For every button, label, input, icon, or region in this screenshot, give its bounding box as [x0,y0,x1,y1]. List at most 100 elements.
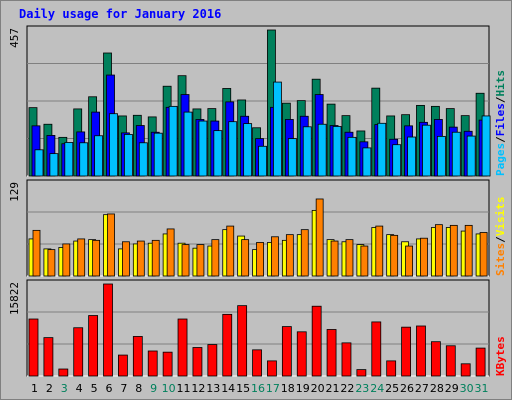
legend-separator: / [494,236,507,243]
visits-sites-sites-bar [181,244,190,277]
visits-sites-sites-bar [256,242,264,277]
hits-files-pages-pages-bar [481,115,491,177]
kbytes-kbytes-bar [356,369,367,377]
hits-files-pages-pages-bar [407,136,416,177]
visits-sites-sites-bar [196,244,205,277]
visits-sites-sites-bar [122,241,130,277]
visits-sites-sites-bar [345,239,354,277]
visits-sites-sites-bar [166,228,175,277]
hits-files-pages-pages-bar [34,149,44,177]
kbytes-kbytes-bar [118,354,128,377]
day-label: 7 [120,382,127,395]
day-label: 11 [176,382,190,395]
legend-item-pages: Pages [494,143,507,176]
hits-files-pages-pages-bar [332,126,342,177]
visits-sites-sites-bar [62,243,71,277]
kbytes-kbytes-bar [341,342,352,377]
kbytes-kbytes-bar [386,360,397,377]
day-label: 1 [31,382,38,395]
kbytes-kbytes-bar [73,327,84,377]
ymax-label: 457 [8,28,21,48]
hits-files-pages-pages-bar [168,105,178,177]
day-label: 26 [400,382,414,395]
kbytes-kbytes-bar [103,283,113,377]
kbytes-kbytes-bar [58,368,69,377]
visits-sites-sites-bar [136,240,145,277]
hits-files-pages-pages-bar [138,142,148,177]
day-label: 21 [326,382,340,395]
day-label: 13 [206,382,220,395]
visits-sites-sites-bar [315,198,324,277]
hits-files-pages-pages-bar [317,123,327,177]
kbytes-kbytes-bar [222,313,233,377]
day-label: 9 [150,382,157,395]
kbytes-kbytes-bar [401,326,411,377]
visits-sites-sites-bar [285,234,294,277]
visits-sites-sites-bar [360,245,369,277]
legend-item-hits: Hits [494,70,507,97]
day-label: 10 [162,382,176,395]
legend-item-sites: Sites [494,243,507,276]
hits-files-pages-pages-bar [94,135,104,177]
day-label: 20 [311,382,325,395]
kbytes-kbytes-bar [252,349,262,377]
visits-sites-sites-bar [92,239,101,277]
visits-sites-sites-bar [330,240,339,277]
visits-sites-sites-bar [405,245,413,277]
hits-files-pages-pages-bar [64,142,74,177]
hits-files-pages-pages-bar [258,145,267,177]
hits-files-pages-pages-bar [243,123,253,177]
day-label: 6 [105,382,112,395]
hits-files-pages-pages-bar [362,147,372,177]
visits-sites-sites-bar [464,224,473,277]
hits-files-pages-pages-bar [302,126,312,177]
hits-files-pages-pages-bar [124,134,133,177]
visits-sites-sites-bar [107,213,115,277]
visits-sites-sites-bar [375,225,384,277]
visits-sites-sites-bar [47,249,56,277]
hits-files-pages-pages-bar [79,142,89,177]
legend-kbytes: KBytes [494,336,507,376]
day-label: 30 [460,382,474,395]
day-label: 19 [296,382,310,395]
legend-hits-files-pages: Pages/Files/Hits [494,70,507,176]
kbytes-kbytes-bar [177,318,188,377]
ymax-label: 129 [8,182,21,202]
kbytes-kbytes-bar [207,344,218,377]
visits-sites-sites-bar [77,238,86,277]
day-label: 17 [266,382,280,395]
day-label: 22 [340,382,354,395]
visits-sites-sites-bar [434,224,443,277]
day-label: 8 [135,382,142,395]
kbytes-kbytes-bar [132,336,143,377]
legend-separator: / [494,96,507,103]
hits-files-pages-pages-bar [347,136,357,177]
day-label: 31 [475,382,489,395]
day-label: 25 [385,382,399,395]
legend-item-visits: Visits [494,197,507,237]
visits-sites-sites-bar [300,229,309,277]
day-label: 23 [355,382,369,395]
kbytes-kbytes-bar [296,331,307,377]
day-label: 18 [281,382,295,395]
kbytes-kbytes-bar [281,326,292,377]
kbytes-kbytes-bar [326,329,337,377]
kbytes-kbytes-bar [237,305,248,377]
kbytes-kbytes-bar [430,341,441,377]
hits-files-pages-pages-bar [377,122,387,177]
kbytes-kbytes-bar [445,345,456,377]
day-label: 5 [91,382,98,395]
hits-files-pages-pages-bar [228,121,238,177]
hits-files-pages-pages-bar [183,111,193,177]
legend-item-files: Files [494,103,507,136]
kbytes-kbytes-bar [371,321,382,377]
hits-files-pages-pages-bar [287,138,297,177]
visits-sites-sites-bar [271,236,279,277]
day-label: 27 [415,382,429,395]
day-label: 24 [370,382,384,395]
day-label: 28 [430,382,444,395]
visits-sites-sites-bar [479,232,488,277]
day-label: 3 [61,382,68,395]
kbytes-kbytes-bar [192,347,203,377]
